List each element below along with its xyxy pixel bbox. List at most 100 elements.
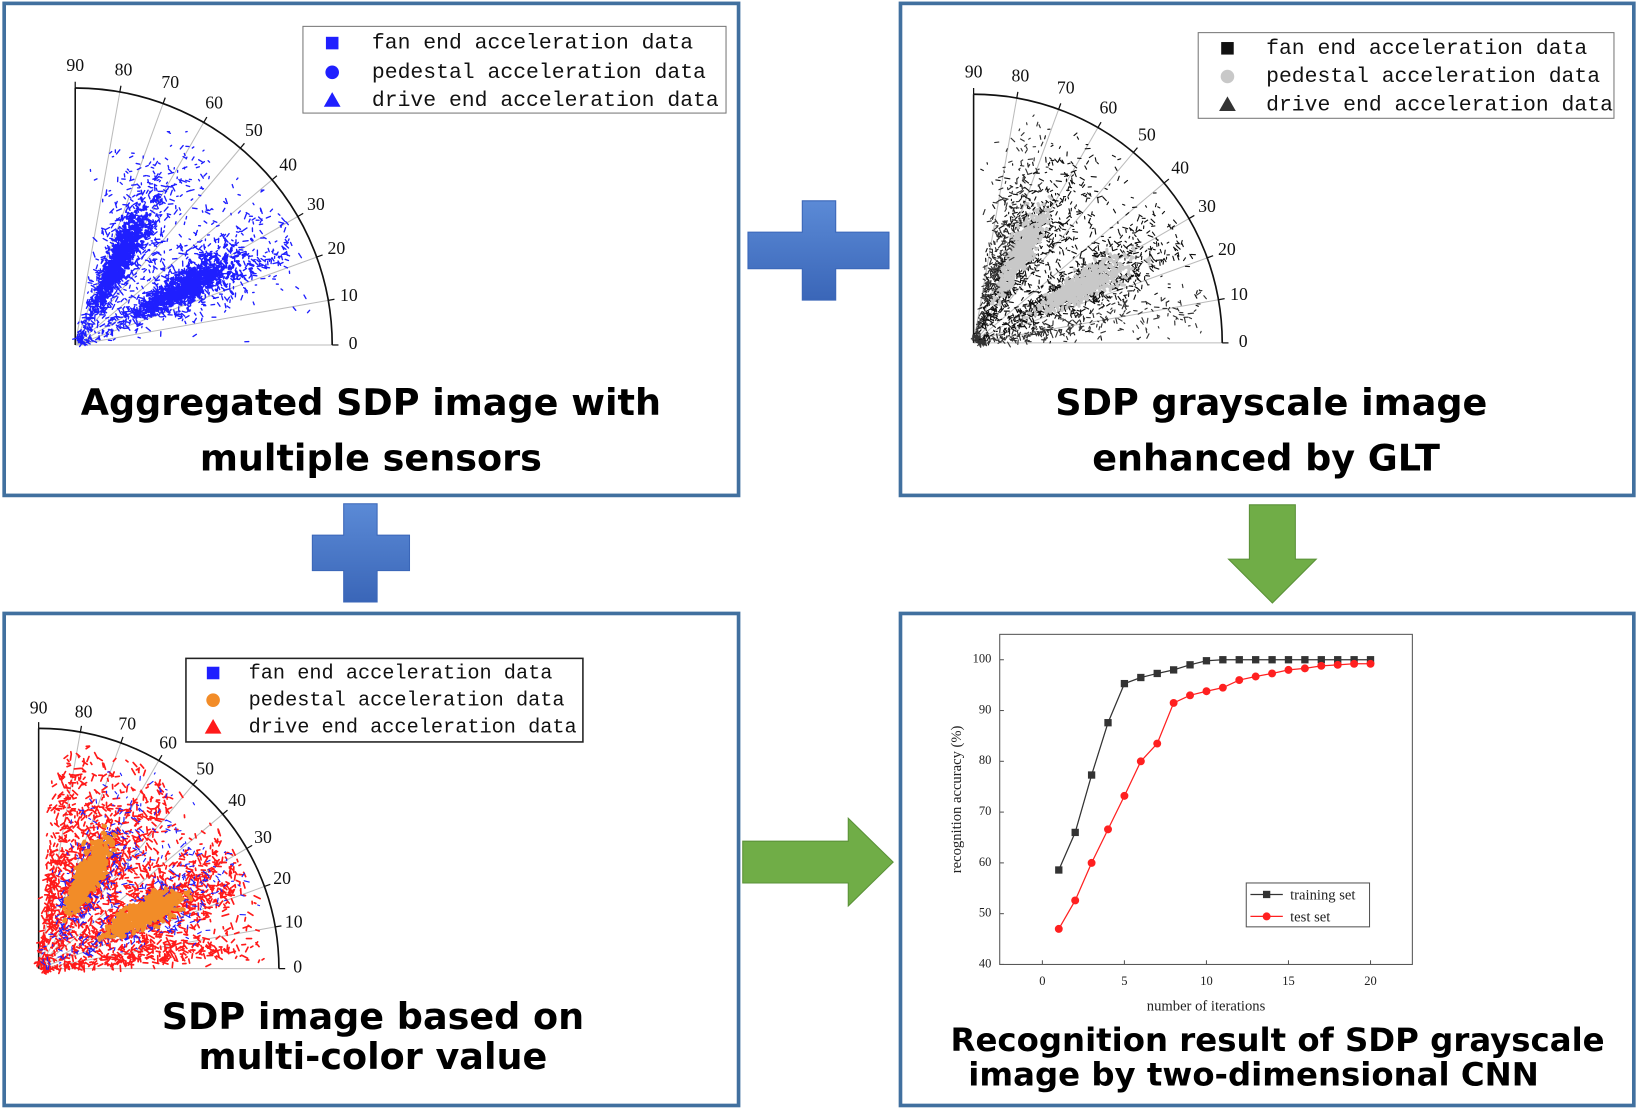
tick-mark xyxy=(162,97,166,104)
y-tick-label: 40 xyxy=(979,956,992,970)
caption: multiple sensors xyxy=(200,436,542,479)
angle-label: 30 xyxy=(307,194,325,214)
y-tick-label: 100 xyxy=(973,652,992,666)
legend-label: drive end acceleration data xyxy=(372,89,719,113)
angle-label: 30 xyxy=(254,827,272,847)
angle-label: 40 xyxy=(1171,158,1189,178)
angle-label: 30 xyxy=(1198,196,1216,216)
angle-label: 80 xyxy=(115,59,133,79)
y-tick-label: 50 xyxy=(979,906,992,920)
angle-label: 70 xyxy=(118,713,136,733)
x-tick-label: 5 xyxy=(1121,974,1127,988)
angle-label: 20 xyxy=(1218,239,1236,259)
legend-label: fan end acceleration data xyxy=(372,32,693,56)
angle-label: 80 xyxy=(75,702,93,722)
tick-mark xyxy=(271,175,278,181)
point xyxy=(1235,676,1244,685)
angle-label: 80 xyxy=(1012,66,1030,86)
x-tick-label: 15 xyxy=(1282,974,1295,988)
tick-mark xyxy=(120,736,124,744)
point-cloud xyxy=(61,823,194,942)
angle-label: 90 xyxy=(965,61,983,81)
tick-mark xyxy=(1132,147,1138,153)
spoke xyxy=(973,97,1018,343)
outer-arc xyxy=(38,727,280,969)
legend-marker xyxy=(204,718,222,734)
x-tick-label: 20 xyxy=(1364,974,1377,988)
point xyxy=(1317,661,1326,670)
legend-label: fan end acceleration data xyxy=(249,662,553,685)
tick-mark xyxy=(1218,298,1225,301)
x-tick-label: 0 xyxy=(1039,974,1045,988)
point xyxy=(1333,660,1342,669)
point xyxy=(1087,858,1096,867)
angle-label: 0 xyxy=(349,333,358,353)
tick-mark xyxy=(297,212,304,218)
point xyxy=(1104,719,1112,727)
spoke xyxy=(973,299,1219,344)
point xyxy=(1054,924,1063,933)
angle-label: 50 xyxy=(196,758,214,778)
point xyxy=(1350,659,1359,668)
legend-box xyxy=(1197,32,1615,119)
point xyxy=(1284,656,1293,664)
point xyxy=(1104,825,1112,834)
point xyxy=(1202,657,1211,665)
angle-label: 20 xyxy=(327,238,345,258)
legend-label: pedestal acceleration data xyxy=(372,61,706,85)
legend-marker xyxy=(323,92,341,107)
point xyxy=(1219,656,1227,664)
angle-label: 50 xyxy=(1138,125,1156,145)
angle-label: 90 xyxy=(30,698,48,718)
point xyxy=(1218,683,1227,692)
legend-box xyxy=(185,657,584,743)
tick-mark xyxy=(1058,103,1062,110)
angle-label: 10 xyxy=(285,912,303,932)
angle-label: 60 xyxy=(159,732,177,752)
arrow-down xyxy=(1227,504,1318,604)
point xyxy=(1284,665,1293,674)
point xyxy=(1334,656,1342,664)
angle-label: 40 xyxy=(279,154,297,174)
angle-label: 20 xyxy=(273,868,291,888)
point xyxy=(1268,669,1277,678)
point xyxy=(1350,656,1358,664)
y-tick-label: 70 xyxy=(979,804,992,818)
caption: Aggregated SDP image with xyxy=(81,381,661,424)
plus-sign xyxy=(747,200,890,301)
angle-label: 60 xyxy=(1099,98,1117,118)
tick-mark xyxy=(1016,91,1019,99)
point xyxy=(1169,666,1178,674)
caption: multi-color value xyxy=(199,1035,548,1078)
angle-label: 0 xyxy=(293,957,302,977)
angle-label: 70 xyxy=(1057,78,1075,98)
tick-mark xyxy=(119,85,122,93)
point xyxy=(1087,771,1096,779)
legend-marker xyxy=(325,36,339,50)
tick-mark xyxy=(158,754,163,761)
tick-mark xyxy=(316,254,323,258)
point xyxy=(1366,659,1375,668)
caption: Recognition result of SDP grayscale xyxy=(951,1021,1605,1059)
legend-label: fan end acceleration data xyxy=(1266,37,1587,61)
legend-marker xyxy=(1221,42,1234,55)
angle-label: 10 xyxy=(1230,284,1248,304)
spoke xyxy=(75,299,329,346)
point-cloud xyxy=(85,194,255,320)
tick-mark xyxy=(239,142,245,149)
tick-mark xyxy=(203,116,208,123)
point xyxy=(1301,656,1309,664)
point xyxy=(1153,669,1161,678)
y-tick-label: 90 xyxy=(979,702,992,716)
outer-arc xyxy=(75,87,334,345)
point xyxy=(1055,866,1063,874)
tick-mark xyxy=(275,925,282,928)
caption: image by two-dimensional CNN xyxy=(968,1056,1539,1094)
y-tick-label: 80 xyxy=(979,753,992,767)
spoke xyxy=(38,731,81,969)
point xyxy=(1235,656,1243,664)
point xyxy=(1317,656,1325,664)
point xyxy=(1202,687,1211,696)
legend-label: pedestal acceleration data xyxy=(1266,65,1600,89)
